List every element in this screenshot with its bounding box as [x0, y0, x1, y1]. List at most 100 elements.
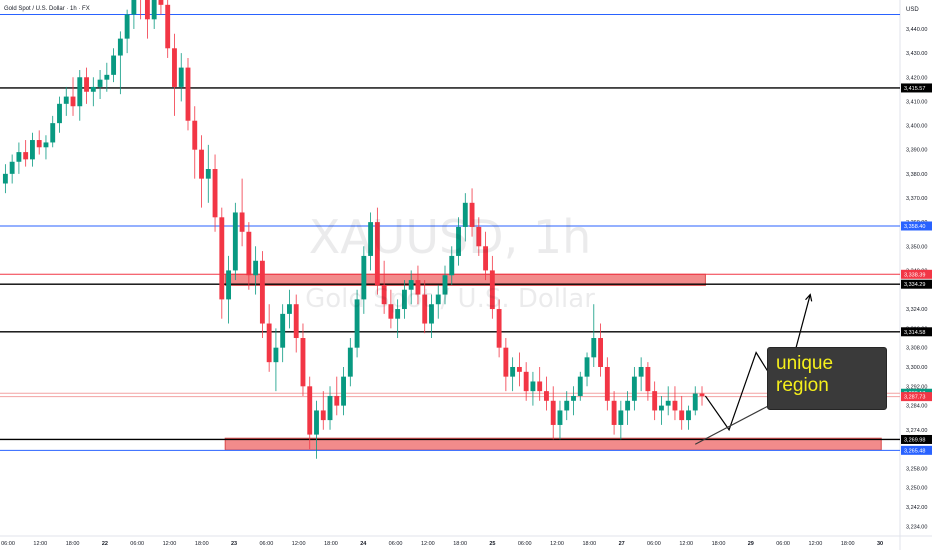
candle-body	[43, 142, 49, 148]
x-tick-label: 12:00	[679, 541, 693, 547]
candle	[516, 352, 522, 387]
candle	[658, 395, 664, 425]
candle	[510, 357, 516, 392]
candle-body	[415, 280, 421, 295]
price-tag-label: 3,358.40	[904, 224, 925, 230]
candle	[564, 391, 570, 421]
candle	[158, 0, 164, 15]
candle-body	[489, 270, 495, 310]
candle	[293, 294, 299, 353]
callout-line-2: region	[776, 375, 829, 396]
candle-body	[84, 77, 89, 92]
candle	[625, 391, 631, 425]
candle	[97, 70, 103, 99]
x-tick-label: 24	[360, 541, 367, 547]
candle-body	[503, 347, 509, 377]
candle	[361, 246, 367, 314]
candle-body	[530, 381, 536, 392]
x-tick-label: 06:00	[1, 541, 15, 547]
callout-annotation[interactable]: unique region	[767, 347, 887, 410]
price-tag-label: 3,334.29	[904, 282, 925, 288]
candle-body	[104, 74, 110, 80]
candle-body	[483, 246, 489, 271]
candle	[172, 33, 177, 116]
y-tick-label: 3,370.00	[906, 196, 927, 202]
candle	[469, 188, 475, 237]
candle	[631, 366, 637, 411]
candle-body	[456, 226, 461, 256]
x-tick-label: 29	[748, 541, 754, 547]
candle	[429, 294, 434, 339]
candle-body	[408, 280, 414, 290]
y-tick-label: 3,350.00	[906, 244, 927, 250]
candle-body	[354, 299, 360, 348]
y-tick-label: 3,324.00	[906, 307, 927, 313]
candle-body	[239, 212, 245, 232]
y-tick-label: 3,292.00	[906, 384, 927, 390]
candle	[692, 386, 698, 416]
y-tick-label: 3,430.00	[906, 51, 927, 57]
candle	[50, 115, 56, 148]
candle	[57, 96, 62, 133]
candle	[43, 135, 49, 160]
price-tag-label: 3,415.57	[904, 86, 925, 92]
candle-body	[23, 152, 29, 160]
candle	[530, 371, 536, 406]
candle-body	[672, 400, 678, 411]
x-tick-label: 06:00	[647, 541, 661, 547]
symbol-title[interactable]: Gold Spot / U.S. Dollar · 1h · FX	[4, 6, 90, 12]
candle	[374, 207, 380, 295]
x-tick-label: 12:00	[33, 541, 47, 547]
candle-body	[2, 173, 8, 184]
price-tag	[901, 83, 932, 93]
candle	[686, 405, 691, 430]
candle-body	[30, 140, 35, 160]
candle-body	[232, 212, 238, 271]
candle	[544, 376, 549, 411]
candle	[672, 386, 678, 421]
candle-body	[429, 304, 434, 324]
price-tag	[901, 434, 932, 444]
y-tick-label: 3,440.00	[906, 27, 927, 33]
x-tick-label: 06:00	[130, 541, 144, 547]
candle	[140, 0, 142, 20]
candle	[368, 212, 374, 271]
price-tag	[901, 392, 932, 402]
candle	[341, 366, 346, 416]
x-tick-label: 18:00	[66, 541, 80, 547]
candle	[679, 395, 685, 430]
candle	[151, 0, 157, 29]
candle	[226, 255, 232, 324]
candle	[537, 366, 543, 401]
y-tick-label: 3,250.00	[906, 486, 927, 492]
candle-body	[361, 255, 367, 300]
candle	[408, 270, 414, 305]
x-tick-label: 12:00	[809, 541, 823, 547]
candle-body	[90, 86, 96, 92]
candle	[557, 400, 563, 440]
candle-body	[658, 405, 664, 411]
x-tick-label: 18:00	[195, 541, 209, 547]
y-tick-label: 3,258.00	[906, 466, 927, 472]
candle-body	[16, 152, 22, 162]
candle	[111, 48, 117, 83]
price-tag	[901, 269, 932, 279]
candle-body	[564, 400, 570, 411]
candle-body	[320, 410, 326, 421]
candle-body	[172, 48, 177, 87]
candle	[165, 0, 171, 58]
candle-body	[544, 391, 549, 401]
candle-body	[226, 270, 232, 300]
candle	[9, 154, 15, 184]
candle-body	[246, 231, 252, 276]
y-tick-label: 3,390.00	[906, 148, 927, 154]
candle-body	[253, 260, 259, 276]
candle-body	[516, 366, 522, 372]
candle-body	[442, 275, 448, 295]
x-tick-label: 12:00	[292, 541, 306, 547]
candle	[280, 304, 286, 363]
currency-label[interactable]: USD	[906, 7, 919, 13]
price-tag	[901, 445, 932, 455]
